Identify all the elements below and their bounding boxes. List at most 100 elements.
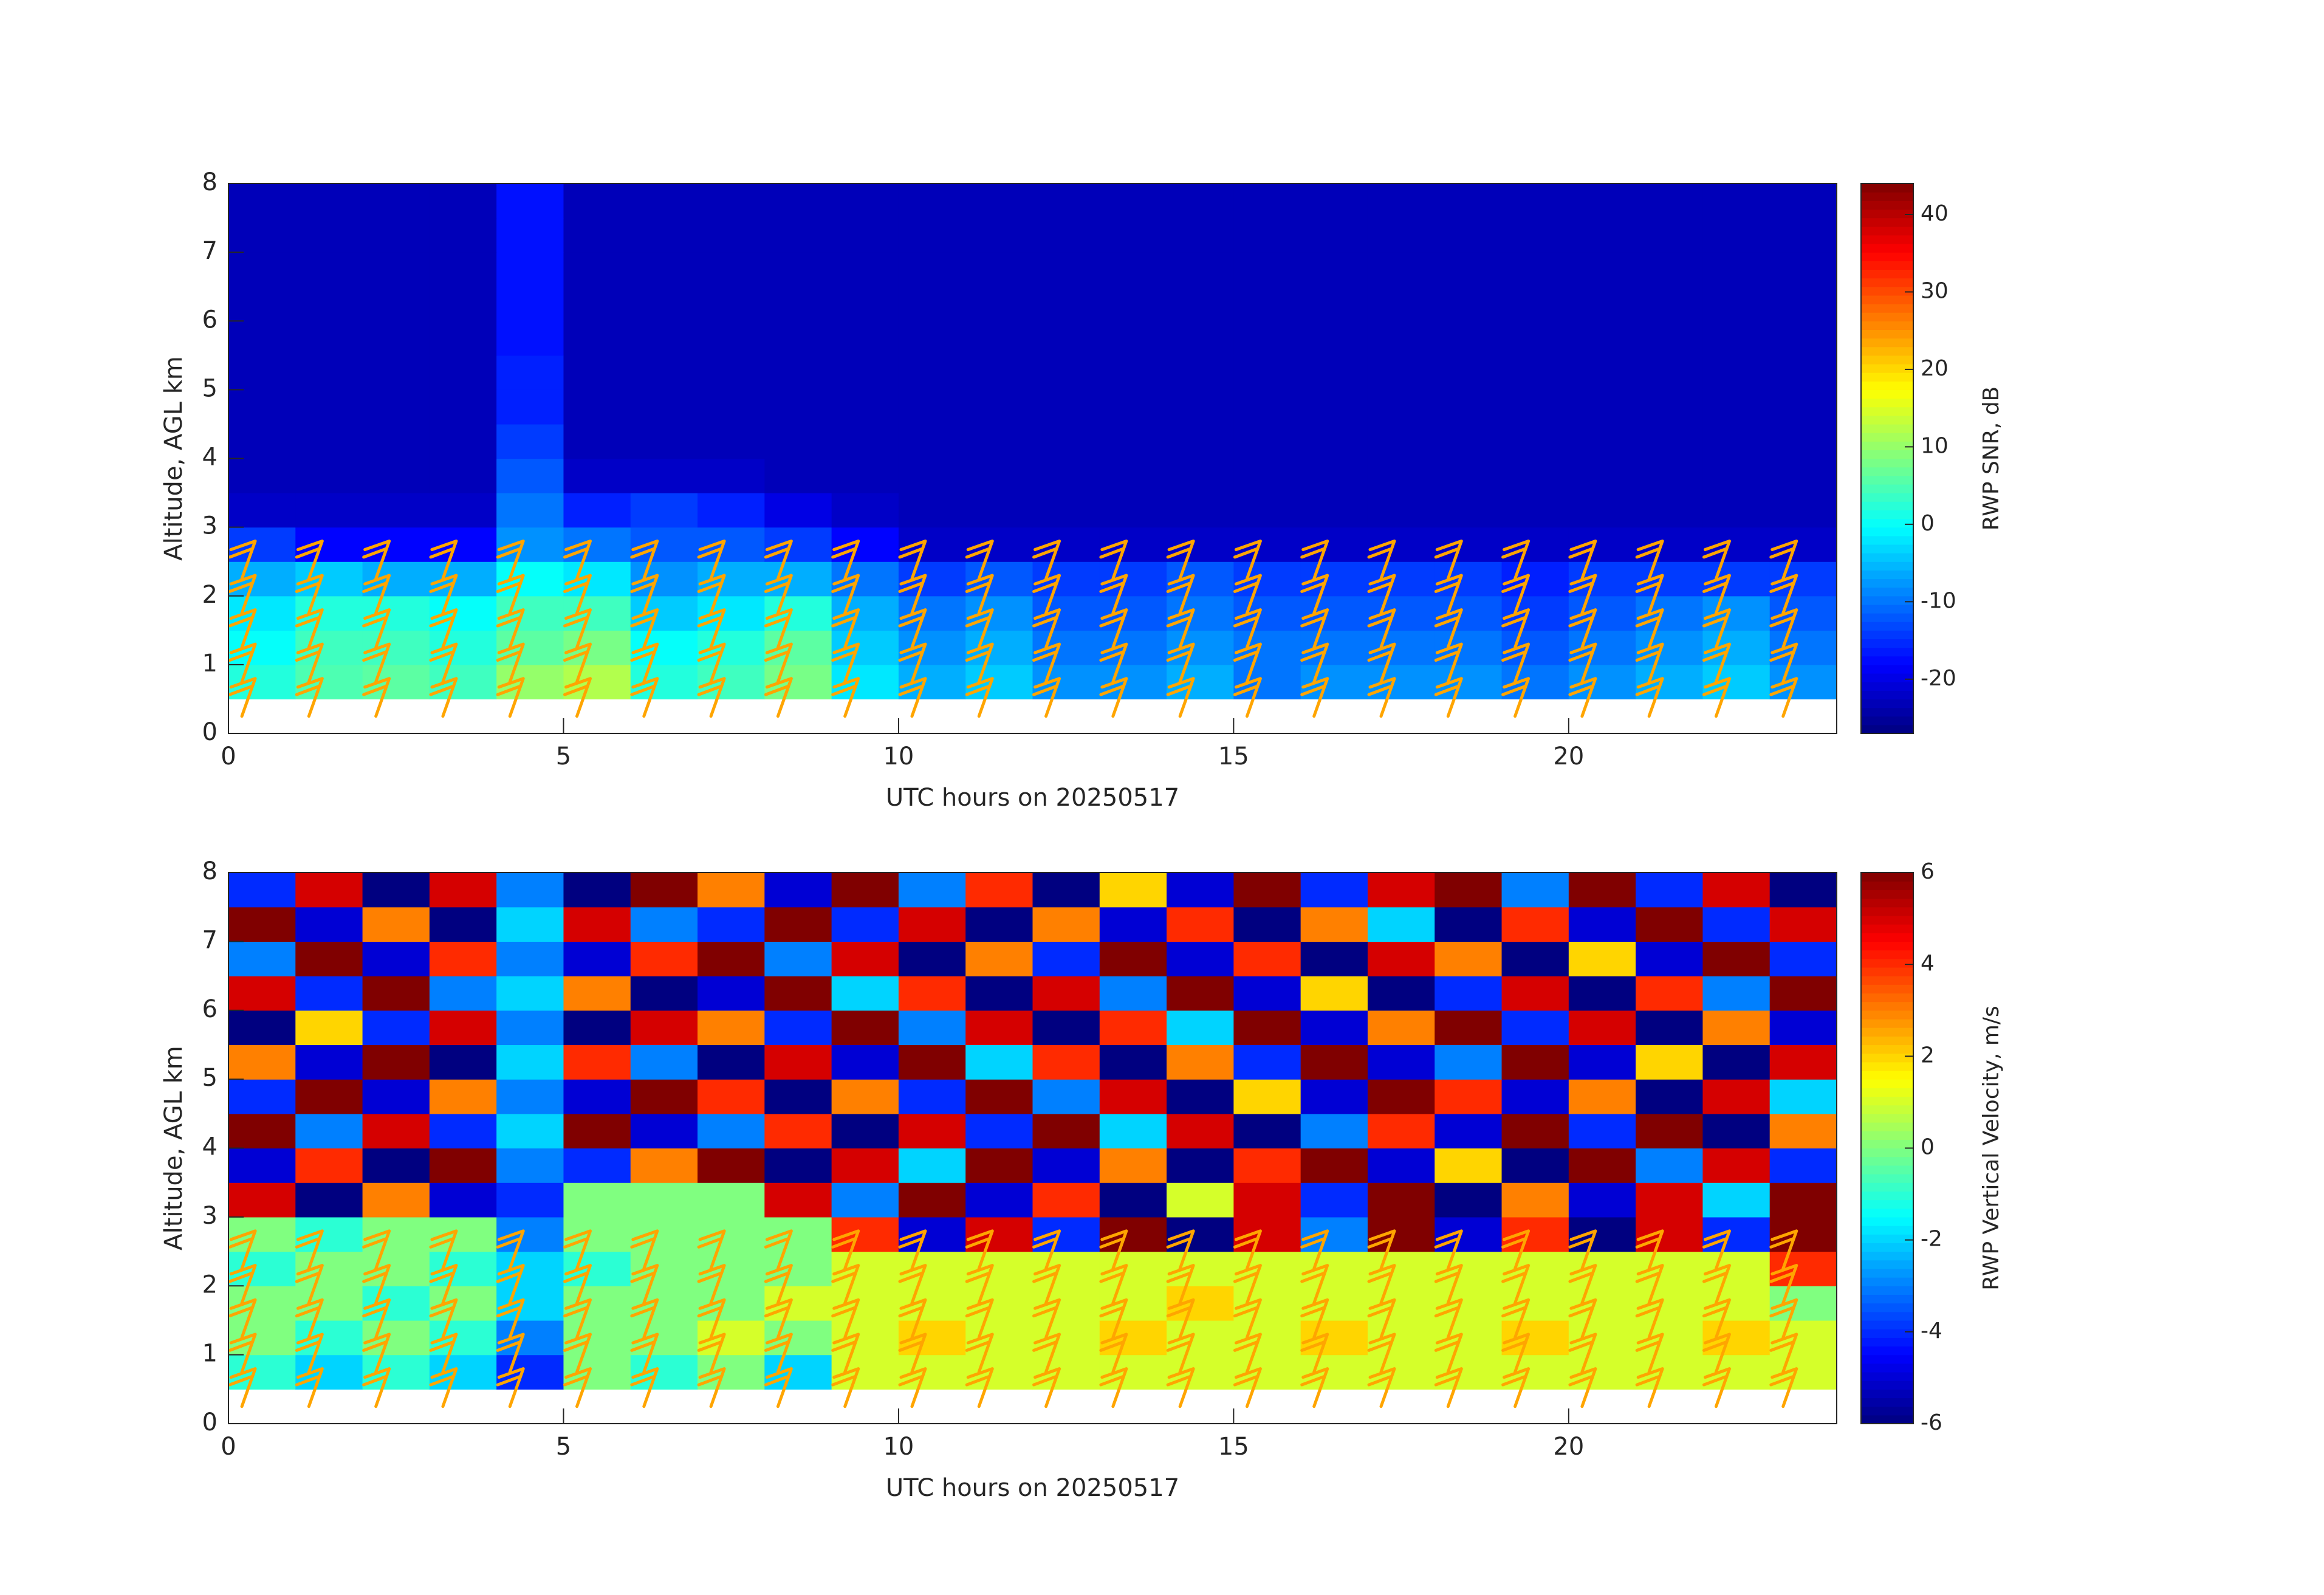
colorbar-step xyxy=(1861,1286,1913,1295)
heatmap-cell xyxy=(1367,527,1435,562)
heatmap-cell xyxy=(965,389,1033,425)
wind-barb xyxy=(831,677,860,718)
wind-barb xyxy=(898,608,927,650)
heatmap-cell xyxy=(496,976,564,1011)
heatmap-cell xyxy=(1300,1286,1368,1321)
heatmap-cell xyxy=(362,218,430,253)
x-tick-label: 10 xyxy=(883,1433,914,1461)
wind-barb xyxy=(1367,1264,1396,1305)
wind-barb xyxy=(228,608,257,650)
heatmap-cell xyxy=(1300,527,1368,562)
heatmap-cell xyxy=(1300,184,1368,219)
heatmap-cell xyxy=(965,1113,1033,1149)
heatmap-cell xyxy=(228,218,296,253)
wind-barb xyxy=(630,608,659,650)
heatmap-cell xyxy=(1032,424,1100,459)
heatmap-cell xyxy=(362,1044,430,1080)
colorbar-step xyxy=(1861,475,1913,485)
heatmap-cell xyxy=(228,286,296,321)
heatmap-cell xyxy=(1167,1320,1234,1356)
colorbar-step xyxy=(1861,1226,1913,1235)
heatmap-cell xyxy=(1300,664,1368,700)
heatmap-cell xyxy=(965,286,1033,321)
wind-barb xyxy=(1233,1333,1262,1374)
heatmap-cell xyxy=(630,286,698,321)
heatmap-cell xyxy=(831,941,899,976)
wind-barb xyxy=(1702,1298,1731,1339)
heatmap-cell xyxy=(630,595,698,631)
wind-barb xyxy=(1702,1367,1731,1408)
heatmap-cell xyxy=(1435,1286,1503,1321)
heatmap-cell xyxy=(563,1113,631,1149)
heatmap-cell xyxy=(496,1010,564,1046)
heatmap-cell xyxy=(496,458,564,493)
heatmap-cell xyxy=(1367,1354,1435,1390)
heatmap-cell xyxy=(630,493,698,528)
heatmap-cell xyxy=(898,907,966,942)
heatmap-cell xyxy=(630,561,698,597)
colorbar-step xyxy=(1861,484,1913,493)
heatmap-cell xyxy=(1233,1113,1301,1149)
heatmap-cell xyxy=(1636,1148,1704,1183)
wind-barb xyxy=(697,1229,726,1271)
colorbar-step xyxy=(1861,441,1913,450)
heatmap-cell xyxy=(965,1320,1033,1356)
wind-barb xyxy=(1501,539,1530,580)
heatmap-cell xyxy=(698,595,765,631)
heatmap-cell xyxy=(1167,218,1234,253)
colorbar-step xyxy=(1861,1337,1913,1347)
wind-barb xyxy=(831,1333,860,1374)
heatmap-cell xyxy=(1769,907,1837,942)
heatmap-cell xyxy=(965,630,1033,665)
heatmap-cell xyxy=(1568,595,1636,631)
wind-barb xyxy=(1300,574,1329,615)
heatmap-cell xyxy=(698,1320,765,1356)
heatmap-cell xyxy=(295,1286,363,1321)
heatmap-cell xyxy=(563,1079,631,1114)
heatmap-cell xyxy=(898,218,966,253)
heatmap-cell xyxy=(1032,389,1100,425)
wind-barb xyxy=(563,574,592,615)
heatmap-cell xyxy=(228,630,296,665)
heatmap-cell xyxy=(1300,976,1368,1011)
heatmap-cell xyxy=(898,321,966,356)
wind-barb xyxy=(965,1298,994,1339)
heatmap-cell xyxy=(1032,1148,1100,1183)
heatmap-cell xyxy=(429,664,497,700)
heatmap-cell xyxy=(1099,1113,1167,1149)
colorbar-step xyxy=(1861,604,1913,614)
heatmap-cell xyxy=(362,907,430,942)
heatmap-cell xyxy=(295,458,363,493)
heatmap-cell xyxy=(1568,630,1636,665)
wind-barb xyxy=(1367,1298,1396,1339)
colorbar-step xyxy=(1861,1044,1913,1054)
heatmap-cell xyxy=(295,321,363,356)
wind-barb xyxy=(563,608,592,650)
heatmap-cell xyxy=(1636,1010,1704,1046)
heatmap-cell xyxy=(898,595,966,631)
wind-barb xyxy=(1099,677,1128,718)
heatmap-cell xyxy=(1300,493,1368,528)
heatmap-cell xyxy=(630,321,698,356)
wind-barb xyxy=(429,608,458,650)
wind-barb xyxy=(764,539,793,580)
heatmap-cell xyxy=(362,561,430,597)
wind-barb xyxy=(1769,1333,1798,1374)
heatmap-cell xyxy=(1167,286,1234,321)
heatmap-cell xyxy=(1769,493,1837,528)
wind-barb xyxy=(1166,1298,1195,1339)
heatmap-cell xyxy=(831,873,899,908)
colorbar-step xyxy=(1861,967,1913,976)
wind-barb xyxy=(1568,1333,1597,1374)
heatmap-cell xyxy=(1568,389,1636,425)
heatmap-cell xyxy=(898,664,966,700)
wind-barb xyxy=(1635,1333,1664,1374)
wind-barb xyxy=(630,539,659,580)
wind-barb xyxy=(563,1229,592,1271)
wind-barb xyxy=(496,1264,525,1305)
heatmap-cell xyxy=(1702,595,1770,631)
heatmap-cell xyxy=(1435,286,1503,321)
colorbar-step xyxy=(1861,415,1913,425)
colorbar-step xyxy=(1861,724,1913,734)
heatmap-cell xyxy=(965,527,1033,562)
